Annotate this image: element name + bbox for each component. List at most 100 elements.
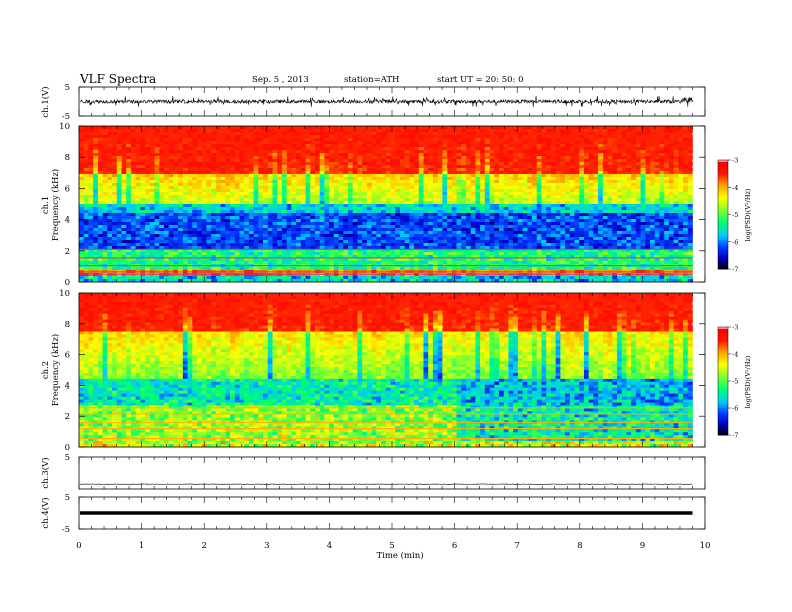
spectrogram-cell (598, 249, 604, 253)
spectrogram-cell (154, 228, 160, 232)
spectrogram-cell (196, 180, 203, 184)
spectrogram-cell (612, 195, 618, 199)
spectrogram-cell (607, 204, 613, 208)
spectrogram-cell (451, 168, 457, 172)
spectrogram-cell (569, 204, 575, 208)
spectrogram-cell (461, 165, 467, 169)
spectrogram-cell (178, 150, 184, 154)
spectrogram-cell (414, 183, 420, 187)
spectrogram-cell (145, 255, 151, 259)
spectrogram-cell (470, 201, 476, 205)
spectrogram-cell (168, 201, 174, 205)
spectrogram-cell (220, 234, 226, 238)
spectrogram-cell (423, 210, 429, 214)
spectrogram-cell (310, 135, 316, 139)
spectrogram-cell (281, 138, 287, 142)
spectrogram-cell (418, 249, 424, 253)
spectrogram-cell (296, 174, 302, 178)
spectrogram-cell (579, 192, 585, 196)
spectrogram-cell (79, 189, 85, 193)
spectrogram-cell (447, 219, 453, 223)
spectrogram-cell (437, 180, 443, 184)
spectrogram-cell (579, 237, 585, 241)
spectrogram-cell (607, 195, 613, 199)
spectrogram-cell (579, 240, 585, 244)
spectrogram-cell (635, 171, 641, 175)
spectrogram-cell (635, 246, 641, 250)
spectrogram-cell (83, 201, 89, 205)
spectrogram-cell (116, 162, 122, 166)
spectrogram-cell (333, 180, 339, 184)
spectrogram-cell (447, 210, 453, 214)
spectrogram-cell (145, 186, 151, 190)
spectrogram-cell (664, 144, 670, 148)
spectrogram-cell (503, 213, 509, 217)
spectrogram-cell (366, 168, 372, 172)
spectrogram-cell (442, 171, 448, 175)
spectrogram-cell (352, 165, 358, 169)
spectrogram-cell (102, 150, 108, 154)
spectrogram-cell (475, 207, 481, 211)
spectrogram-cell (215, 177, 221, 181)
spectrogram-cell (583, 201, 590, 205)
spectrogram-cell (163, 213, 170, 217)
spectrogram-cell (687, 174, 693, 178)
spectrogram-cell (418, 231, 424, 235)
spectrogram-cell (498, 147, 505, 151)
spectrogram-cell (196, 189, 203, 193)
spectrogram-cell (494, 198, 500, 202)
spectrogram-cell (560, 153, 566, 157)
spectrogram-cell (550, 174, 556, 178)
spectrogram-cell (230, 168, 236, 172)
spectrogram-cell (248, 225, 254, 229)
spectrogram-cell (272, 246, 278, 250)
spectrogram-cell (503, 159, 509, 163)
spectrogram-cell (267, 210, 273, 214)
spectrogram-image (79, 126, 693, 283)
spectrogram-cell (654, 216, 660, 220)
spectrogram-cell (126, 219, 132, 223)
spectrogram-cell (296, 252, 302, 256)
spectrogram-cell (116, 207, 122, 211)
spectrogram-cell (267, 195, 273, 199)
spectrogram-cell (163, 183, 170, 187)
spectrogram-cell (527, 150, 533, 154)
spectrogram-cell (461, 186, 467, 190)
spectrogram-cell (465, 192, 472, 196)
spectrogram-cell (187, 216, 193, 220)
spectrogram-cell (475, 195, 481, 199)
spectrogram-cell (192, 240, 198, 244)
spectrogram-cell (371, 159, 377, 163)
spectrogram-cell (97, 237, 103, 241)
spectrogram-cell (149, 177, 155, 181)
spectrogram-cell (635, 204, 641, 208)
spectrogram-cell (107, 237, 113, 241)
spectrogram-cell (465, 243, 472, 247)
spectrogram-cell (550, 249, 556, 253)
spectrogram-cell (480, 231, 486, 235)
spectrogram-cell (366, 219, 372, 223)
spectrogram-cell (333, 249, 339, 253)
spectrogram-cell (593, 222, 599, 226)
spectrogram-cell (494, 126, 500, 130)
spectrogram-cell (272, 195, 278, 199)
spectrogram-cell (527, 219, 533, 223)
spectrogram-cell (498, 222, 505, 226)
spectrogram-cell (116, 195, 122, 199)
spectrogram-cell (88, 231, 94, 235)
spectrogram-cell (112, 153, 118, 157)
spectrogram-cell (465, 195, 472, 199)
spectrogram-cell (513, 240, 519, 244)
spectrogram-cell (135, 177, 141, 181)
spectrogram-cell (300, 195, 306, 199)
spectrogram-cell (484, 237, 490, 241)
spectrogram-cell (456, 192, 462, 196)
spectrogram-cell (286, 213, 292, 217)
spectrogram-cell (173, 234, 179, 238)
spectrogram-cell (291, 231, 297, 235)
spectrogram-cell (272, 183, 278, 187)
spectrogram-cell (588, 147, 594, 151)
spectrogram-cell (248, 252, 254, 256)
spectrogram-cell (347, 246, 354, 250)
spectrogram-cell (112, 174, 118, 178)
